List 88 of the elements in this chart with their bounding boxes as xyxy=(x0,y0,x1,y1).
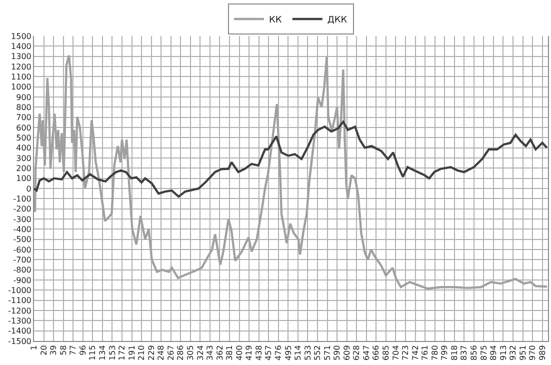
y-tick-label: 1300 xyxy=(11,52,32,62)
x-tick-label: 837 xyxy=(460,345,469,360)
x-tick-label: 742 xyxy=(410,345,420,360)
x-tick-label: 39 xyxy=(49,345,58,356)
x-tick-label: 761 xyxy=(420,345,430,360)
x-tick-label: 666 xyxy=(372,345,381,360)
y-tick-label: -700 xyxy=(13,255,32,264)
y-tick-label: -100 xyxy=(13,194,32,204)
x-tick-label: 419 xyxy=(244,345,254,360)
y-tick-label: 1500 xyxy=(11,32,32,41)
x-tick-label: 685 xyxy=(382,345,391,360)
y-tick-label: -400 xyxy=(13,224,32,234)
y-tick-label: -1200 xyxy=(8,306,32,316)
x-tick-label: 970 xyxy=(528,345,538,360)
x-tick-label: 172 xyxy=(118,345,127,360)
x-tick-label: 913 xyxy=(498,345,508,360)
x-tick-label: 818 xyxy=(450,345,459,360)
legend-label: КК xyxy=(269,15,282,26)
x-tick-label: 229 xyxy=(146,345,156,360)
y-tick-label: -500 xyxy=(13,235,32,244)
x-tick-label: 495 xyxy=(284,345,293,360)
y-tick-label: 1400 xyxy=(11,42,32,51)
x-tick-label: 400 xyxy=(234,345,244,360)
x-tick-label: 248 xyxy=(156,345,166,360)
y-tick-label: 900 xyxy=(16,92,32,102)
y-tick-label: -1000 xyxy=(8,286,32,295)
legend-label: ДКК xyxy=(327,15,348,26)
x-tick-label: 191 xyxy=(127,345,136,360)
x-tick-label: 457 xyxy=(264,345,274,360)
x-tick-label: 571 xyxy=(322,345,332,360)
x-tick-label: 514 xyxy=(294,345,303,360)
y-tick-label: -800 xyxy=(13,266,32,275)
y-tick-label: -200 xyxy=(13,204,32,214)
x-tick-label: 932 xyxy=(508,345,518,360)
x-tick-label: 628 xyxy=(352,345,362,360)
y-tick-label: 1100 xyxy=(11,72,32,82)
x-tick-label: 58 xyxy=(58,345,68,356)
x-tick-label: 552 xyxy=(313,345,322,360)
y-tick-label: -1400 xyxy=(8,326,32,336)
x-tick-label: 799 xyxy=(440,345,450,360)
y-tick-label: 300 xyxy=(16,154,32,163)
x-tick-label: 438 xyxy=(254,345,264,360)
x-tick-label: 875 xyxy=(479,345,488,360)
x-tick-label: 134 xyxy=(98,345,108,360)
y-tick-label: 0 xyxy=(26,184,32,194)
x-tick-label: 362 xyxy=(215,345,224,360)
x-tick-label: 989 xyxy=(538,345,547,360)
x-tick-label: 305 xyxy=(186,345,196,360)
x-tick-label: 780 xyxy=(430,345,440,360)
y-tick-label: 200 xyxy=(16,164,32,173)
y-tick-label: 400 xyxy=(16,144,32,153)
x-tick-label: 1 xyxy=(30,345,39,350)
y-tick-label: -600 xyxy=(13,245,32,254)
x-tick-label: 894 xyxy=(489,345,498,360)
x-tick-label: 704 xyxy=(391,345,400,360)
y-tick-label: 500 xyxy=(16,133,32,142)
x-tick-label: 590 xyxy=(332,345,342,360)
y-tick-label: -1500 xyxy=(8,336,32,346)
x-tick-label: 20 xyxy=(39,345,48,356)
y-tick-label: 800 xyxy=(16,102,32,112)
line-series xyxy=(34,120,548,198)
x-tick-label: 343 xyxy=(206,345,215,360)
x-tick-label: 96 xyxy=(78,345,88,356)
x-tick-label: 115 xyxy=(88,345,98,360)
x-tick-label: 381 xyxy=(225,345,234,360)
x-tick-label: 77 xyxy=(68,345,78,356)
y-tick-label: 100 xyxy=(16,174,32,184)
y-tick-label: 1000 xyxy=(11,82,32,92)
y-tick-label: -900 xyxy=(13,276,32,285)
x-tick-label: 476 xyxy=(274,345,283,360)
x-tick-label: 267 xyxy=(166,345,176,360)
x-tick-label: 210 xyxy=(137,345,146,360)
y-tick-label: 700 xyxy=(16,113,32,122)
x-tick-label: 324 xyxy=(196,345,205,360)
x-tick-label: 533 xyxy=(303,345,312,360)
x-tick-label: 647 xyxy=(362,345,371,360)
x-tick-label: 723 xyxy=(401,345,410,360)
x-tick-label: 609 xyxy=(342,345,352,360)
x-tick-label: 286 xyxy=(176,345,186,360)
y-tick-label: -300 xyxy=(13,214,32,224)
line-series xyxy=(34,54,548,290)
y-tick-label: 600 xyxy=(16,123,32,132)
y-tick-label: 1200 xyxy=(11,62,32,72)
y-tick-label: -1100 xyxy=(8,296,32,306)
x-tick-label: 153 xyxy=(108,345,117,360)
y-tick-label: -1300 xyxy=(8,316,32,326)
x-tick-label: 951 xyxy=(518,345,528,360)
x-tick-label: 856 xyxy=(470,345,479,360)
